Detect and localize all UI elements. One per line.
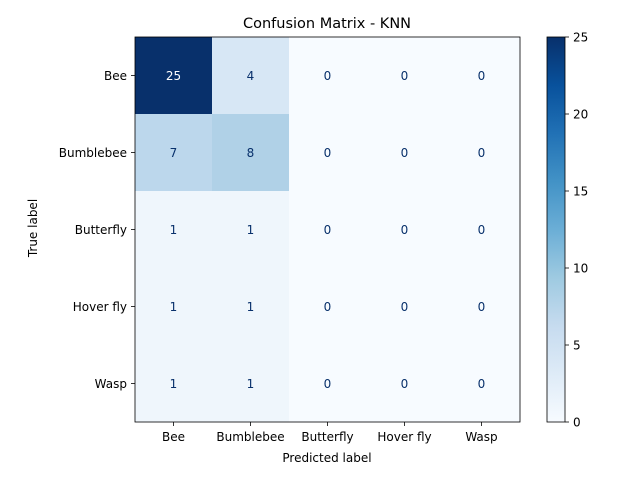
y-tick-label-4: Wasp bbox=[95, 377, 127, 391]
y-axis-label: True label bbox=[26, 199, 40, 258]
cell-value-2-3: 0 bbox=[401, 223, 409, 237]
x-tick-label-3: Hover fly bbox=[377, 430, 431, 444]
cell-value-4-2: 0 bbox=[324, 377, 332, 391]
y-tick-label-1: Bumblebee bbox=[59, 146, 127, 160]
x-axis-label: Predicted label bbox=[282, 451, 371, 465]
heatmap-cell-2-2 bbox=[289, 191, 367, 269]
heatmap-cell-1-4 bbox=[443, 114, 521, 192]
cell-value-2-0: 1 bbox=[170, 223, 178, 237]
cell-value-4-3: 0 bbox=[401, 377, 409, 391]
x-tick-label-4: Wasp bbox=[465, 430, 497, 444]
colorbar: 0 5 10 15 20 25 bbox=[546, 31, 588, 430]
cell-value-2-1: 1 bbox=[247, 223, 255, 237]
heatmap-cell-4-4 bbox=[443, 345, 521, 423]
cell-value-3-0: 1 bbox=[170, 300, 178, 314]
cell-value-0-2: 0 bbox=[324, 69, 332, 83]
colorbar-tick-label-3: 15 bbox=[573, 185, 588, 199]
heatmap-cell-0-2 bbox=[289, 37, 367, 115]
heatmap-cell-0-4 bbox=[443, 37, 521, 115]
colorbar-tick-label-2: 10 bbox=[573, 262, 588, 276]
heatmap-cell-0-0 bbox=[135, 37, 213, 115]
heatmap-cell-4-3 bbox=[366, 345, 444, 423]
heatmap-cell-3-1 bbox=[212, 268, 290, 346]
y-tick-label-2: Butterfly bbox=[75, 223, 127, 237]
heatmap-cells bbox=[134, 36, 521, 423]
cell-value-4-0: 1 bbox=[170, 377, 178, 391]
colorbar-tick-label-4: 20 bbox=[573, 108, 588, 122]
cell-value-1-3: 0 bbox=[401, 146, 409, 160]
heatmap-cell-1-0 bbox=[135, 114, 213, 192]
x-tick-label-0: Bee bbox=[162, 430, 185, 444]
y-tick-label-3: Hover fly bbox=[73, 300, 127, 314]
heatmap-cell-1-3 bbox=[366, 114, 444, 192]
colorbar-tick-label-5: 25 bbox=[573, 31, 588, 45]
cell-value-1-4: 0 bbox=[478, 146, 486, 160]
colorbar-tick-label-1: 5 bbox=[573, 339, 581, 353]
y-axis-ticks: Bee Bumblebee Butterfly Hover fly Wasp bbox=[59, 69, 135, 391]
heatmap-cell-4-1 bbox=[212, 345, 290, 423]
cell-value-3-2: 0 bbox=[324, 300, 332, 314]
cell-value-1-1: 8 bbox=[247, 146, 255, 160]
heatmap-cell-3-4 bbox=[443, 268, 521, 346]
heatmap-cell-2-3 bbox=[366, 191, 444, 269]
colorbar-tick-label-0: 0 bbox=[573, 416, 581, 430]
x-tick-label-2: Butterfly bbox=[301, 430, 353, 444]
heatmap-cell-2-0 bbox=[135, 191, 213, 269]
cell-value-0-3: 0 bbox=[401, 69, 409, 83]
heatmap-cell-0-3 bbox=[366, 37, 444, 115]
y-tick-label-0: Bee bbox=[104, 69, 127, 83]
cell-value-1-0: 7 bbox=[170, 146, 178, 160]
cell-value-4-4: 0 bbox=[478, 377, 486, 391]
cell-value-3-4: 0 bbox=[478, 300, 486, 314]
cell-value-labels: 25 4 0 0 0 7 8 0 0 0 1 1 0 0 0 1 1 0 0 0 1 1 0 0 0 bbox=[166, 69, 485, 391]
heatmap-cell-4-0 bbox=[135, 345, 213, 423]
heatmap-cell-4-2 bbox=[289, 345, 367, 423]
heatmap-cell-3-2 bbox=[289, 268, 367, 346]
cell-value-2-4: 0 bbox=[478, 223, 486, 237]
cell-value-3-1: 1 bbox=[247, 300, 255, 314]
cell-value-3-3: 0 bbox=[401, 300, 409, 314]
cell-value-4-1: 1 bbox=[247, 377, 255, 391]
x-tick-label-1: Bumblebee bbox=[216, 430, 284, 444]
heatmap-cell-2-1 bbox=[212, 191, 290, 269]
cell-value-0-0: 25 bbox=[166, 69, 181, 83]
heatmap-cell-3-0 bbox=[135, 268, 213, 346]
colorbar-gradient bbox=[546, 36, 566, 423]
x-axis-ticks: Bee Bumblebee Butterfly Hover fly Wasp bbox=[162, 422, 498, 444]
cell-value-1-2: 0 bbox=[324, 146, 332, 160]
cell-value-0-1: 4 bbox=[247, 69, 255, 83]
heatmap-cell-0-1 bbox=[212, 37, 290, 115]
heatmap-cell-1-2 bbox=[289, 114, 367, 192]
heatmap-cell-3-3 bbox=[366, 268, 444, 346]
heatmap-cell-2-4 bbox=[443, 191, 521, 269]
chart-title: Confusion Matrix - KNN bbox=[243, 16, 411, 32]
cell-value-0-4: 0 bbox=[478, 69, 486, 83]
cell-value-2-2: 0 bbox=[324, 223, 332, 237]
heatmap-cell-1-1 bbox=[212, 114, 290, 192]
